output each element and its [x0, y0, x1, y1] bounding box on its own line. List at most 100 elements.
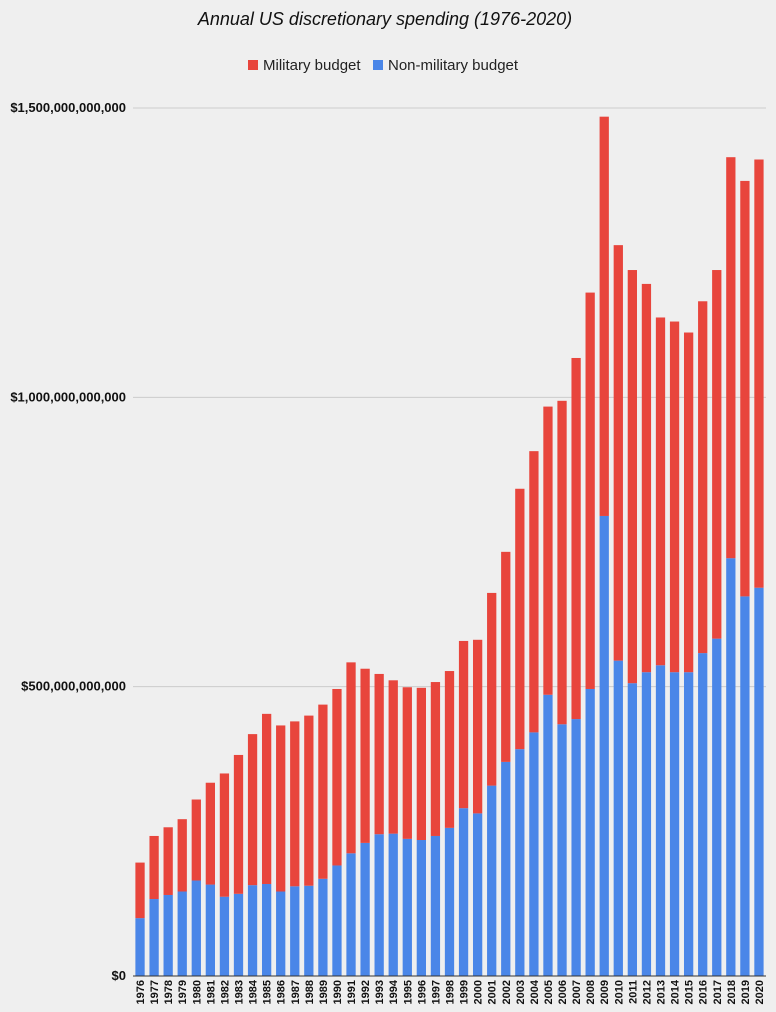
legend-swatch-military	[248, 60, 258, 70]
x-tick-label-2017: 2017	[712, 980, 724, 1004]
bar-military-1979	[177, 819, 187, 892]
bar-non-military-1998	[444, 827, 455, 976]
bar-military-1991	[346, 662, 356, 854]
bar-military-2007	[571, 357, 581, 720]
bar-non-military-2008	[585, 688, 595, 976]
bar-non-military-2015	[683, 672, 694, 976]
x-tick-label-2020: 2020	[754, 980, 766, 1004]
bar-non-military-2009	[599, 515, 609, 976]
bar-military-1998	[444, 671, 455, 828]
bar-non-military-1992	[360, 842, 370, 976]
bar-non-military-1994	[388, 833, 398, 976]
x-tick-label-1988: 1988	[304, 980, 316, 1004]
bar-military-2002	[501, 551, 511, 762]
bar-military-2006	[557, 400, 567, 725]
bar-military-2020	[754, 159, 764, 588]
bar-non-military-1993	[374, 834, 384, 976]
x-tick-label-1977: 1977	[149, 980, 161, 1004]
x-tick-label-2004: 2004	[529, 979, 541, 1004]
bar-non-military-1986	[276, 891, 286, 976]
bar-non-military-1982	[219, 896, 230, 976]
x-tick-label-2007: 2007	[571, 980, 583, 1004]
bar-non-military-2003	[515, 749, 525, 976]
bar-military-1994	[388, 680, 398, 834]
bar-non-military-1985	[261, 883, 272, 976]
x-tick-label-2008: 2008	[585, 980, 597, 1004]
x-tick-label-2003: 2003	[515, 980, 527, 1004]
bar-military-1976	[135, 862, 145, 919]
bar-non-military-2017	[712, 638, 722, 976]
bar-non-military-2004	[529, 732, 539, 976]
y-tick-label: $1,000,000,000,000	[10, 389, 126, 404]
x-tick-label-1994: 1994	[388, 979, 400, 1004]
x-tick-label-1995: 1995	[402, 980, 414, 1004]
bar-military-1999	[458, 640, 469, 809]
x-tick-label-1984: 1984	[248, 979, 260, 1004]
x-tick-label-1986: 1986	[276, 980, 288, 1004]
bar-military-1977	[149, 835, 159, 900]
bar-non-military-2002	[501, 761, 511, 976]
x-tick-label-1981: 1981	[205, 980, 217, 1004]
bar-non-military-1984	[247, 885, 258, 976]
bar-non-military-1990	[332, 865, 342, 976]
bar-non-military-1991	[346, 853, 356, 976]
bar-military-2017	[712, 270, 722, 639]
bar-military-2003	[515, 488, 525, 750]
x-tick-label-2014: 2014	[670, 979, 682, 1004]
bar-non-military-1996	[416, 840, 426, 976]
bar-non-military-2011	[627, 683, 637, 976]
x-tick-label-1979: 1979	[177, 980, 189, 1004]
chart-title: Annual US discretionary spending (1976-2…	[197, 9, 572, 29]
bar-non-military-1987	[290, 886, 300, 976]
x-tick-label-2000: 2000	[473, 980, 485, 1004]
bar-military-1985	[261, 713, 272, 884]
x-tick-label-1980: 1980	[191, 980, 203, 1004]
bar-non-military-1983	[233, 893, 244, 976]
bar-military-1980	[191, 799, 201, 881]
bars	[135, 116, 764, 976]
bar-non-military-1981	[205, 884, 215, 976]
bar-military-1993	[374, 673, 384, 835]
x-tick-label-1982: 1982	[219, 980, 231, 1004]
bar-non-military-2010	[613, 660, 623, 976]
bar-military-2010	[613, 245, 623, 661]
x-tick-label-2013: 2013	[656, 980, 668, 1004]
x-tick-label-2002: 2002	[501, 980, 513, 1004]
x-tick-label-2019: 2019	[740, 980, 752, 1004]
legend-swatch-nonmilitary	[373, 60, 383, 70]
bar-non-military-2000	[472, 813, 483, 976]
bar-military-1983	[233, 754, 244, 894]
legend-label-nonmilitary: Non-military budget	[388, 57, 519, 74]
bar-military-1997	[430, 682, 441, 836]
x-tick-label-2009: 2009	[599, 980, 611, 1004]
x-tick-label-1999: 1999	[459, 980, 471, 1004]
bar-non-military-2006	[557, 724, 567, 976]
x-tick-label-1992: 1992	[360, 980, 372, 1004]
x-tick-label-1978: 1978	[163, 980, 175, 1004]
bar-military-2011	[627, 270, 637, 684]
bar-non-military-2013	[655, 665, 666, 976]
x-tick-label-1987: 1987	[290, 980, 302, 1004]
x-axis-ticks: 1976 1977 1978 1979 1980 1981 1982 1983 1984 1985…	[135, 979, 766, 1004]
legend: Military budget Non-military budget	[248, 57, 519, 74]
bar-military-1992	[360, 668, 370, 843]
bar-non-military-1989	[318, 878, 328, 976]
x-tick-label-1983: 1983	[234, 980, 246, 1004]
y-tick-label: $0	[112, 968, 126, 983]
x-tick-label-1976: 1976	[135, 980, 147, 1004]
bar-military-2012	[641, 283, 652, 673]
y-tick-label: $500,000,000,000	[21, 679, 126, 694]
bar-military-2015	[683, 332, 694, 673]
bar-military-2009	[599, 116, 609, 516]
bar-military-2018	[726, 157, 736, 559]
bar-non-military-2007	[571, 719, 581, 976]
bar-non-military-1980	[191, 880, 201, 976]
bar-non-military-1976	[135, 918, 145, 976]
bar-military-1996	[416, 687, 426, 841]
bar-non-military-2018	[726, 558, 736, 976]
x-tick-label-1993: 1993	[374, 980, 386, 1004]
bar-military-1990	[332, 688, 342, 866]
x-tick-label-1985: 1985	[262, 980, 274, 1004]
x-tick-label-2005: 2005	[543, 980, 555, 1004]
bar-non-military-1977	[149, 899, 159, 976]
